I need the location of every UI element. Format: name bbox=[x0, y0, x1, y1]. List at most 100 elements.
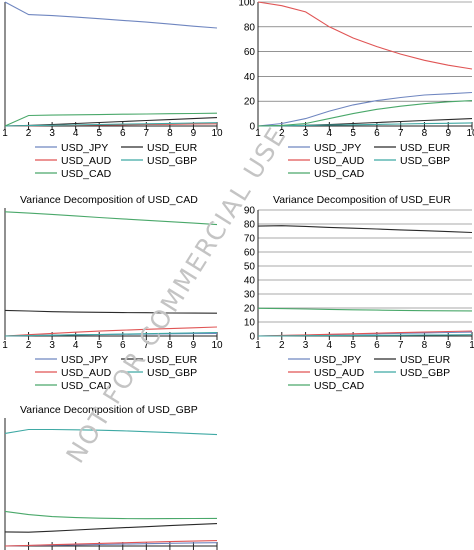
series-line-usd-gbp bbox=[257, 122, 473, 127]
y-tick-label: 80 bbox=[244, 220, 256, 231]
x-tick-label: 6 bbox=[120, 340, 126, 351]
x-tick-label: 10 bbox=[211, 340, 223, 351]
x-tick-label: 4 bbox=[327, 340, 333, 351]
x-tick-label: 5 bbox=[350, 340, 356, 351]
x-tick-label: 2 bbox=[279, 340, 285, 351]
legend: USD_JPY USD_EUR USD_AUD USD_GBP USD_CAD bbox=[288, 142, 451, 180]
x-tick-label: 6 bbox=[120, 128, 126, 139]
legend-label: USD_EUR bbox=[400, 142, 451, 154]
y-tick-label: 40 bbox=[244, 72, 256, 83]
series-line-usd-eur bbox=[4, 309, 218, 314]
x-tick-label: 3 bbox=[303, 340, 309, 351]
series-line-usd-aud bbox=[257, 330, 473, 337]
x-tick-label: 8 bbox=[422, 340, 428, 351]
chart-panel-3: Variance Decomposition of USD_CAD 1 2 3 4 5 6 7… bbox=[2, 194, 223, 392]
y-tick-label: 100 bbox=[238, 0, 255, 9]
legend-label: USD_GBP bbox=[400, 155, 450, 167]
series-line-usd-jpy bbox=[4, 1, 218, 29]
x-tick-label: 5 bbox=[350, 128, 356, 139]
x-tick-label: 2 bbox=[26, 128, 32, 139]
x-tick-label: 8 bbox=[167, 340, 173, 351]
x-tick-label: 1 bbox=[2, 340, 8, 351]
x-tick-label: 4 bbox=[73, 128, 79, 139]
series-line-usd-gbp bbox=[4, 428, 218, 436]
x-tick-label: 10 bbox=[466, 128, 474, 139]
chart-panel-2: 02040608010012345678910USD_JPYUSD_EURUSD… bbox=[238, 0, 474, 180]
legend-label: USD_JPY bbox=[61, 142, 108, 154]
y-tick-label: 60 bbox=[244, 47, 256, 58]
x-tick-label: 6 bbox=[374, 128, 380, 139]
chart-title: Variance Decomposition of USD_CAD bbox=[20, 194, 198, 206]
x-tick-label: 9 bbox=[191, 128, 197, 139]
y-tick-label: 20 bbox=[244, 304, 256, 315]
y-tick-label: 90 bbox=[244, 206, 256, 217]
y-tick-label: 40 bbox=[244, 276, 256, 287]
legend-label: USD_EUR bbox=[400, 354, 451, 366]
series-line-usd-cad bbox=[257, 307, 473, 312]
x-tick-label: 9 bbox=[191, 340, 197, 351]
y-tick-label: 20 bbox=[244, 97, 256, 108]
x-tick-label: 3 bbox=[49, 128, 55, 139]
y-tick-label: 70 bbox=[244, 234, 256, 245]
x-tick-label: 5 bbox=[96, 128, 102, 139]
x-tick-label: 7 bbox=[398, 340, 404, 351]
series-line-usd-cad bbox=[4, 112, 218, 127]
x-tick-label: 4 bbox=[327, 128, 333, 139]
y-tick-label: 0 bbox=[249, 332, 255, 343]
x-tick-label: 9 bbox=[445, 128, 451, 139]
x-tick-label: 5 bbox=[96, 340, 102, 351]
series-line-usd-aud bbox=[4, 540, 218, 547]
chart-panel-5: Variance Decomposition of USD_GBP bbox=[4, 404, 218, 550]
x-tick-label: 10 bbox=[211, 128, 223, 139]
legend-label: USD_JPY bbox=[314, 142, 361, 154]
x-tick-label: 1 bbox=[2, 128, 8, 139]
series-line-usd-gbp bbox=[4, 331, 218, 337]
chart-title: Variance Decomposition of USD_GBP bbox=[20, 404, 198, 416]
series-line-usd-jpy bbox=[257, 91, 473, 127]
x-tick-label: 7 bbox=[398, 128, 404, 139]
x-tick-label: 8 bbox=[167, 128, 173, 139]
legend-label: USD_AUD bbox=[314, 367, 365, 379]
legend-label: USD_GBP bbox=[400, 367, 450, 379]
series-line-usd-eur bbox=[4, 523, 218, 533]
legend-label: USD_GBP bbox=[147, 367, 197, 379]
x-tick-label: 3 bbox=[303, 128, 309, 139]
x-tick-label: 4 bbox=[73, 340, 79, 351]
chart-title: Variance Decomposition of USD_EUR bbox=[273, 194, 451, 206]
legend-label: USD_GBP bbox=[147, 155, 197, 167]
x-tick-label: 1 bbox=[255, 128, 261, 139]
series-line-usd-cad bbox=[4, 211, 218, 226]
x-tick-label: 2 bbox=[279, 128, 285, 139]
y-tick-label: 50 bbox=[244, 262, 256, 273]
series-line-usd-aud bbox=[257, 1, 473, 70]
series-line-usd-cad bbox=[257, 100, 473, 127]
legend-label: USD_EUR bbox=[147, 354, 198, 366]
y-tick-label: 0 bbox=[249, 122, 255, 133]
series-line-usd-cad bbox=[4, 510, 218, 520]
legend-label: USD_JPY bbox=[61, 354, 108, 366]
series-line-usd-gbp bbox=[257, 334, 473, 337]
x-tick-label: 3 bbox=[49, 340, 55, 351]
x-tick-label: 1 bbox=[469, 340, 474, 351]
y-tick-label: 80 bbox=[244, 22, 256, 33]
legend-label: USD_EUR bbox=[147, 142, 198, 154]
series-line-usd-aud bbox=[4, 326, 218, 337]
legend-label: USD_JPY bbox=[314, 354, 361, 366]
x-tick-label: 7 bbox=[144, 128, 150, 139]
legend-label: USD_CAD bbox=[61, 168, 112, 180]
legend: USD_JPY USD_EUR USD_AUD USD_GBP USD_CAD bbox=[288, 354, 451, 392]
legend-label: USD_AUD bbox=[314, 155, 365, 167]
series-line-usd-gbp bbox=[4, 122, 218, 127]
y-tick-label: 10 bbox=[244, 318, 256, 329]
legend: USD_JPY USD_EUR USD_AUD USD_GBP USD_CAD bbox=[35, 354, 198, 392]
y-tick-label: 60 bbox=[244, 248, 256, 259]
chart-panel-4: Variance Decomposition of USD_EUR 0 10 20 30… bbox=[244, 194, 474, 392]
legend-label: USD_CAD bbox=[61, 380, 112, 392]
x-tick-label: 7 bbox=[144, 340, 150, 351]
x-tick-label: 9 bbox=[445, 340, 451, 351]
x-tick-label: 1 bbox=[255, 340, 261, 351]
legend-label: USD_CAD bbox=[314, 380, 365, 392]
legend-label: USD_AUD bbox=[61, 155, 112, 167]
x-tick-label: 8 bbox=[422, 128, 428, 139]
